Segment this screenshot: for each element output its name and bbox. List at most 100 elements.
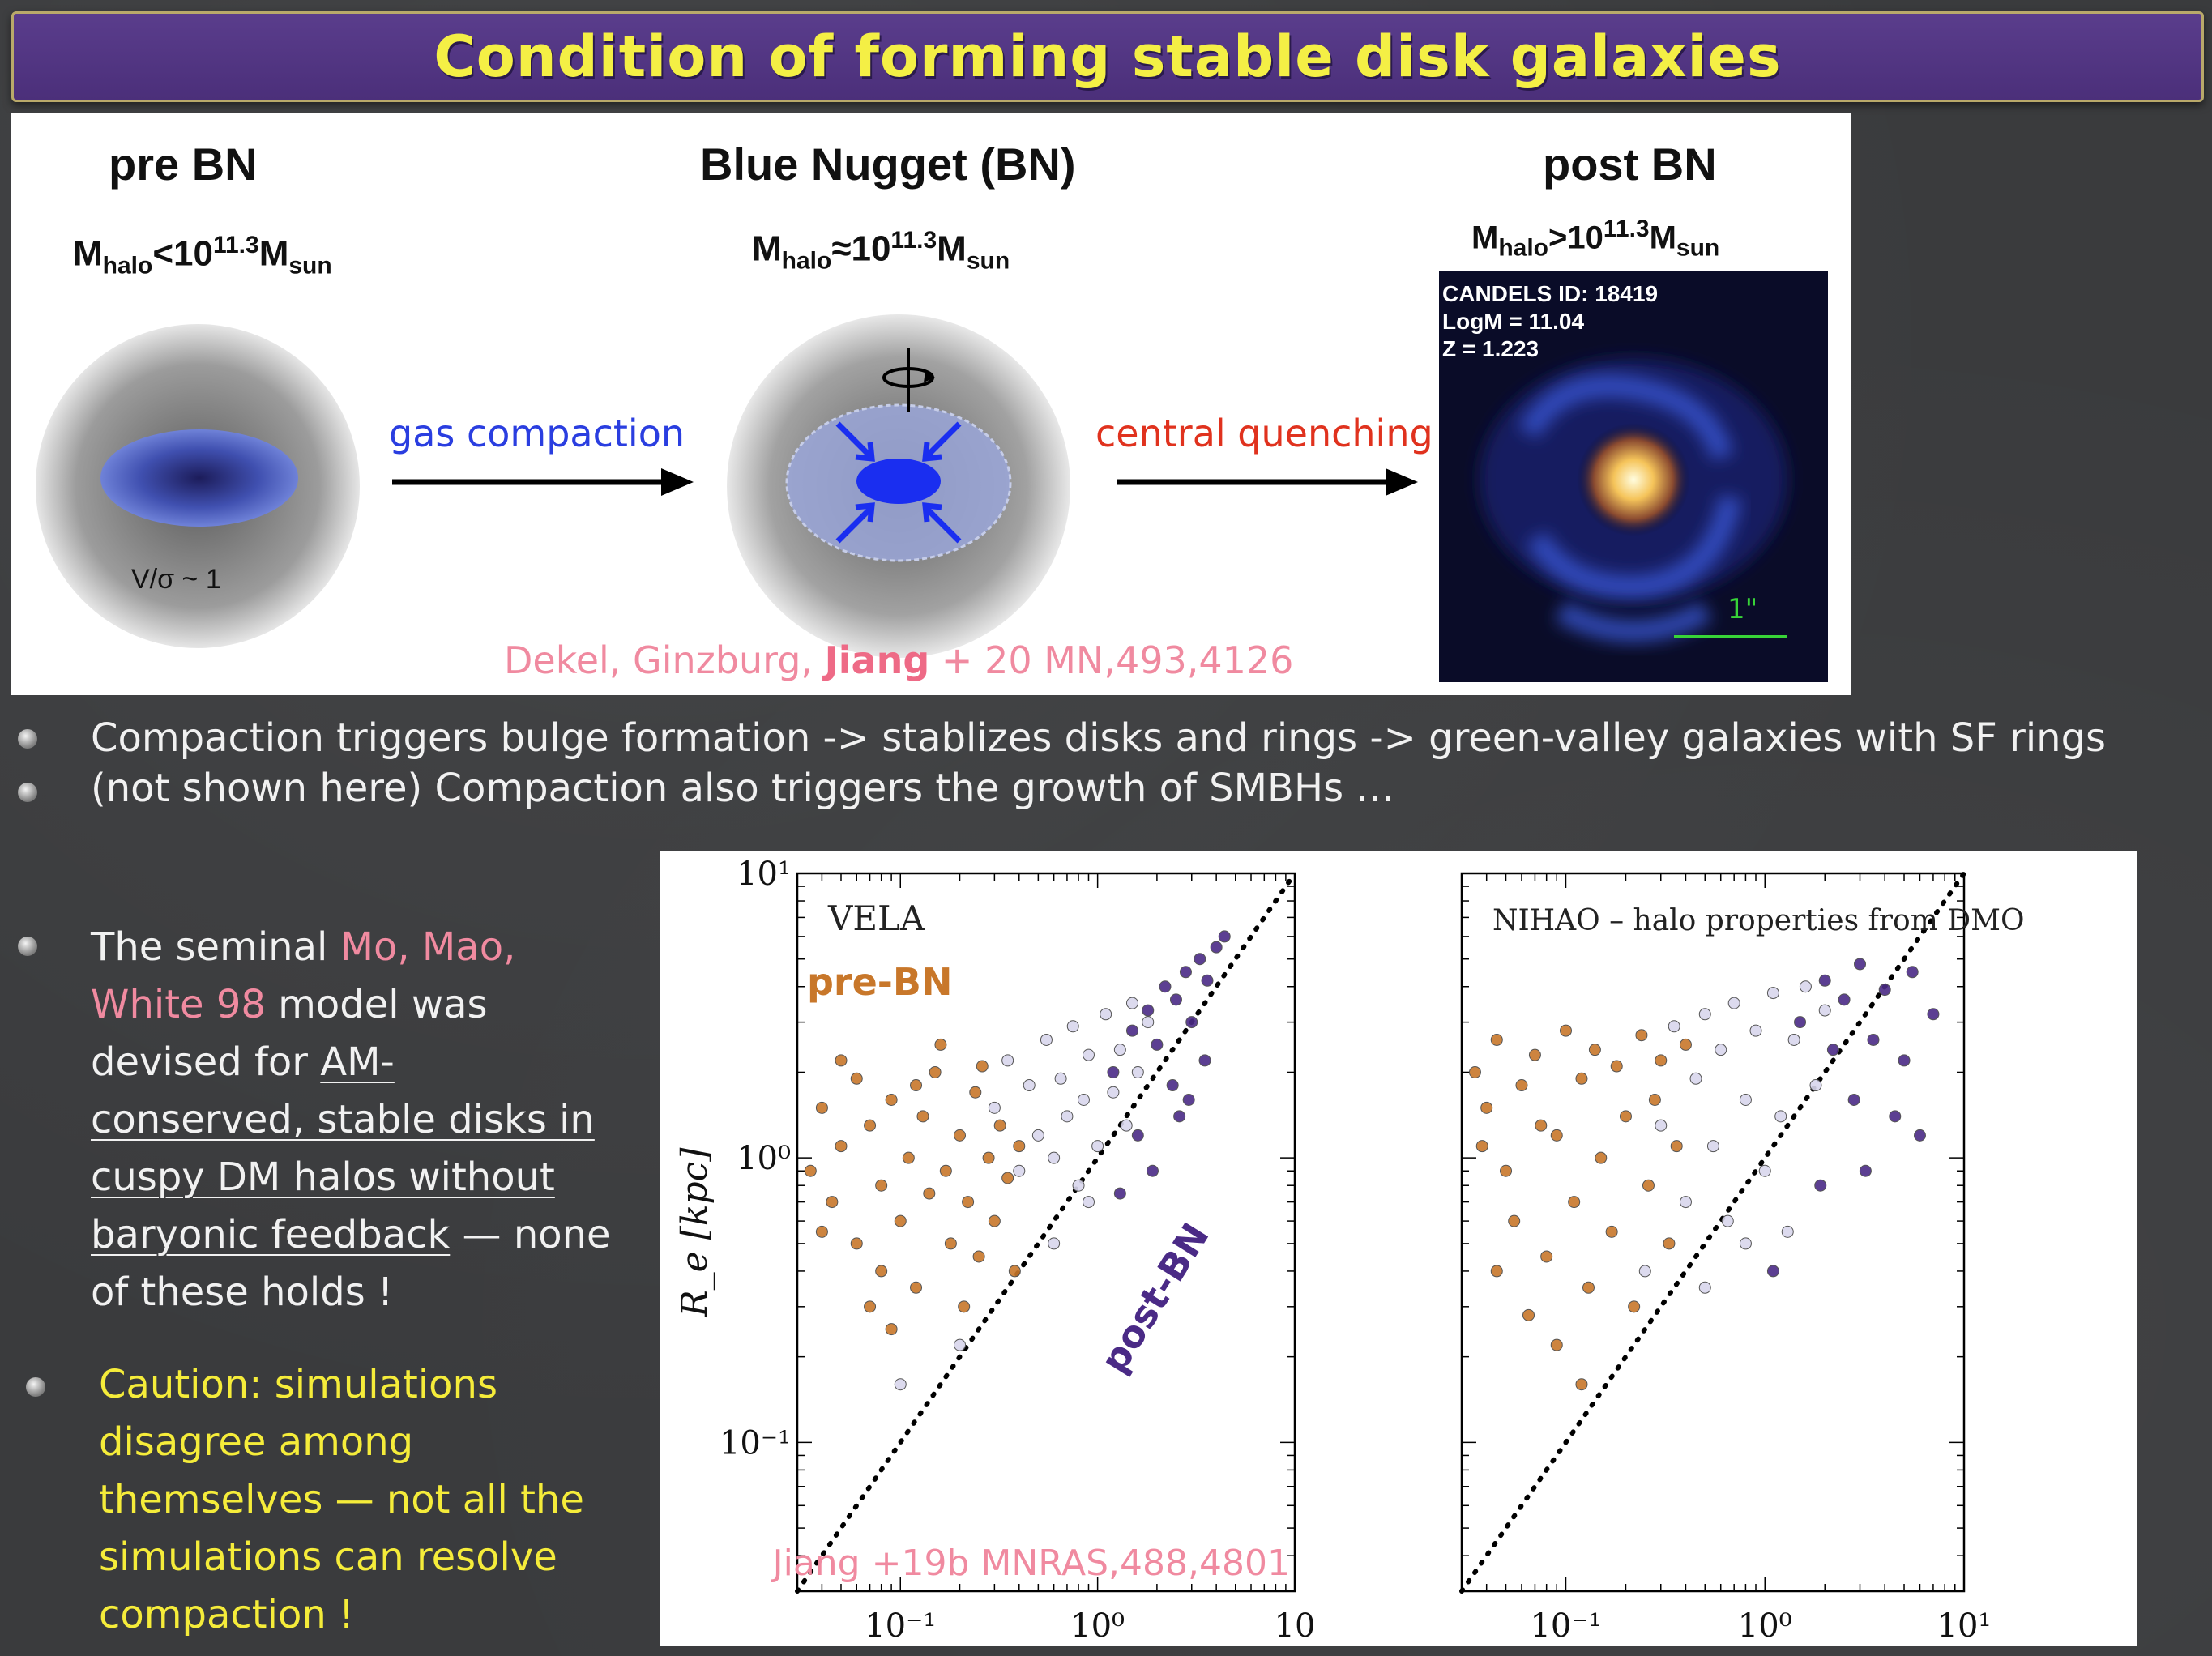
- data-point: [1628, 1300, 1641, 1313]
- data-point: [1107, 1086, 1120, 1099]
- data-point: [815, 1101, 828, 1114]
- data-point: [1655, 1054, 1668, 1067]
- stage-bn-mass: Mhalo≈1011.3Msun: [752, 227, 1010, 275]
- data-point: [1082, 1196, 1095, 1209]
- galaxy-logm: LogM = 11.04: [1442, 309, 1585, 334]
- blue-nugget-halo-graphic: [727, 314, 1070, 658]
- data-point: [958, 1300, 971, 1313]
- data-point: [885, 1323, 898, 1336]
- data-point: [1898, 1054, 1911, 1067]
- data-point: [1475, 1140, 1488, 1153]
- data-point: [910, 1281, 923, 1294]
- series-post-bn: [1766, 958, 1940, 1278]
- series-pre-bn: [804, 1038, 1026, 1336]
- data-point: [1131, 1129, 1144, 1142]
- x-tick-label: 10: [1275, 1607, 1316, 1645]
- data-point: [1575, 1072, 1588, 1085]
- bullet-icon: [18, 937, 37, 956]
- series-intermediate: [1638, 980, 1831, 1294]
- data-point: [1668, 1020, 1680, 1033]
- data-point: [1125, 1024, 1138, 1037]
- data-point: [894, 1378, 907, 1391]
- data-point: [1559, 1024, 1572, 1037]
- data-point: [1013, 1164, 1026, 1177]
- data-point: [1125, 997, 1138, 1009]
- stage-pre-bn-title: pre BN: [109, 139, 258, 190]
- data-point: [815, 1225, 828, 1238]
- data-point: [1781, 1225, 1794, 1238]
- data-point: [1490, 1265, 1503, 1278]
- data-point: [1913, 1129, 1926, 1142]
- data-point: [1610, 1060, 1623, 1073]
- data-point: [910, 1079, 923, 1092]
- data-point: [1550, 1338, 1563, 1351]
- data-point: [1638, 1265, 1651, 1278]
- slide-title-bar: Condition of forming stable disk galaxie…: [11, 11, 2204, 102]
- data-point: [929, 1065, 942, 1078]
- data-point: [1568, 1196, 1581, 1209]
- pre-bn-annotation: pre-BN: [807, 960, 952, 1004]
- data-point: [875, 1179, 888, 1192]
- data-point: [1739, 1094, 1752, 1107]
- data-point: [1179, 966, 1192, 979]
- data-point: [1100, 1008, 1112, 1021]
- central-quenching-label: central quenching: [1095, 412, 1433, 455]
- x-tick-label: 10¹: [1937, 1607, 1992, 1645]
- data-point: [916, 1110, 929, 1123]
- data-point: [835, 1054, 848, 1067]
- data-point: [1550, 1129, 1563, 1142]
- data-point: [1859, 1164, 1872, 1177]
- data-point: [902, 1151, 915, 1164]
- y-tick-label: 10⁰: [737, 1140, 791, 1177]
- data-point: [1787, 1033, 1800, 1046]
- data-point: [923, 1187, 936, 1200]
- data-point: [1605, 1225, 1618, 1238]
- pre-bn-halo-graphic: [36, 324, 360, 648]
- scale-bar: [1674, 635, 1787, 638]
- data-point: [1679, 1038, 1692, 1051]
- panel-label: VELA: [827, 898, 925, 938]
- data-point: [1182, 1094, 1195, 1107]
- data-point: [1146, 1164, 1159, 1177]
- data-point: [1698, 1008, 1711, 1021]
- jiang-citation-annotation: Jiang +19b MNRAS,488,4801: [771, 1543, 1290, 1584]
- data-point: [1522, 1308, 1535, 1321]
- data-point: [1889, 1110, 1902, 1123]
- galaxy-redshift: Z = 1.223: [1442, 336, 1539, 361]
- x-tick-label: 10⁻¹: [1530, 1607, 1601, 1645]
- data-point: [1201, 974, 1214, 987]
- data-point: [875, 1265, 888, 1278]
- data-point: [1142, 1016, 1155, 1029]
- data-point: [1670, 1140, 1683, 1153]
- data-point: [934, 1038, 947, 1051]
- data-point: [1528, 1048, 1541, 1061]
- data-point: [1540, 1250, 1553, 1263]
- bullet-icon: [18, 729, 37, 749]
- data-point: [1131, 1065, 1144, 1078]
- data-point: [1774, 1110, 1787, 1123]
- inflow-arrows: [835, 421, 962, 544]
- data-point: [1173, 1110, 1186, 1123]
- galaxy-id: CANDELS ID: 18419: [1442, 281, 1659, 306]
- data-point: [988, 1101, 1001, 1114]
- data-point: [1799, 980, 1812, 993]
- x-tick-label: 10⁻¹: [865, 1607, 936, 1645]
- data-point: [864, 1300, 877, 1313]
- data-point: [1814, 1179, 1827, 1192]
- data-point: [850, 1072, 863, 1085]
- data-point: [1031, 1129, 1044, 1142]
- data-point: [1706, 1140, 1719, 1153]
- data-point: [944, 1237, 957, 1250]
- data-point: [1001, 1054, 1014, 1067]
- one-to-one-line: [1459, 871, 1966, 1594]
- data-point: [1159, 980, 1172, 993]
- data-point: [1847, 1094, 1860, 1107]
- data-point: [1166, 1079, 1179, 1092]
- data-point: [1575, 1378, 1588, 1391]
- bullet-mmw98: The seminal Mo, Mao, White 98 model was …: [91, 924, 611, 1315]
- data-point: [864, 1119, 877, 1132]
- x-tick-label: 10⁰: [1738, 1607, 1792, 1645]
- data-point: [1818, 974, 1831, 987]
- data-point: [1218, 930, 1231, 943]
